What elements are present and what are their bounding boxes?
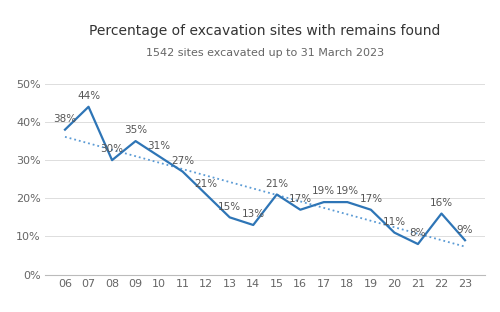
Text: 21%: 21% [265,179,288,189]
Text: 17%: 17% [288,194,312,204]
Text: 19%: 19% [336,186,359,196]
Text: Percentage of excavation sites with remains found: Percentage of excavation sites with rema… [90,24,440,38]
Text: 35%: 35% [124,125,147,135]
Text: 8%: 8% [410,228,426,238]
Text: 19%: 19% [312,186,336,196]
Text: 38%: 38% [54,114,76,124]
Text: 21%: 21% [194,179,218,189]
Text: 15%: 15% [218,202,242,212]
Text: 44%: 44% [77,91,100,101]
Text: 30%: 30% [100,144,124,154]
Text: 31%: 31% [148,141,171,151]
Text: 17%: 17% [360,194,382,204]
Text: 9%: 9% [456,225,473,235]
Text: 13%: 13% [242,209,265,219]
Text: 16%: 16% [430,198,453,208]
Text: 27%: 27% [171,156,194,166]
Text: 1542 sites excavated up to 31 March 2023: 1542 sites excavated up to 31 March 2023 [146,48,384,58]
Text: 11%: 11% [383,217,406,227]
